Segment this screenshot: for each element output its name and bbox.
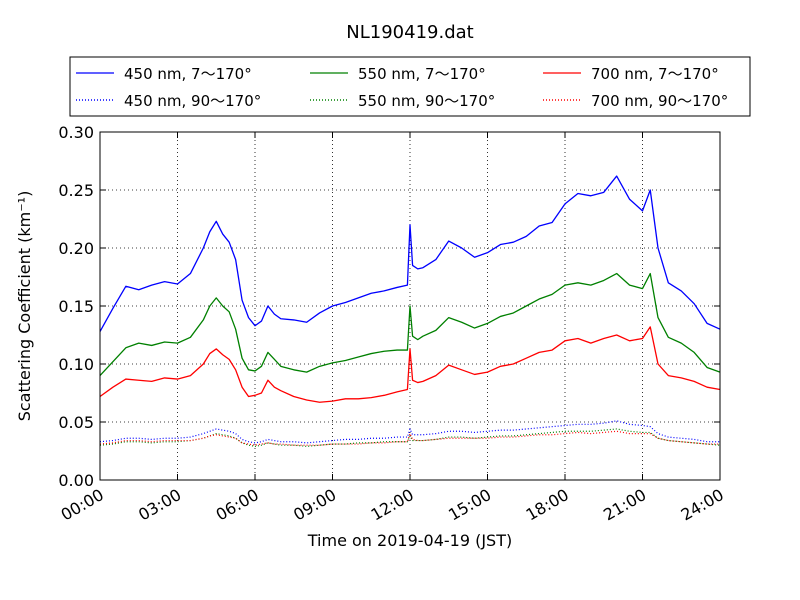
series-line-450-nm-dotted (99, 420, 720, 444)
y-tick-label: 0.05 (58, 413, 94, 432)
y-tick-label: 0.15 (58, 297, 94, 316)
legend: 450 nm, 7～170° 550 nm, 7～170° 700 nm, 7～17… (69, 56, 751, 117)
grid (100, 132, 720, 480)
series-line-550-nm-solid (99, 272, 721, 377)
x-tick-label: 12:00 (368, 485, 417, 525)
y-tick-label: 0.10 (58, 355, 94, 374)
series-line-700-nm-solid (99, 326, 721, 403)
y-tick-label: 0.30 (58, 123, 94, 142)
legend-label: 550 nm, 90～170° (358, 92, 495, 110)
x-tick-label: 18:00 (523, 485, 572, 525)
x-tick-label: 06:00 (213, 485, 262, 525)
y-axis-label: Scattering Coefficient (km⁻¹) (15, 191, 34, 422)
legend-frame (69, 56, 751, 117)
legend-label: 450 nm, 7～170° (124, 65, 252, 83)
chart-title: NL190419.dat (346, 22, 473, 43)
y-tick-label: 0.00 (58, 471, 94, 490)
x-tick-label: 03:00 (135, 485, 184, 525)
x-tick-label: 15:00 (445, 485, 494, 525)
y-tick-label: 0.25 (58, 181, 94, 200)
x-tick-label: 21:00 (600, 485, 649, 525)
ticks: 00:00 03:00 06:00 09:00 12:00 15:00 18:00 21:00… (58, 123, 727, 525)
legend-label: 450 nm, 90～170° (124, 92, 261, 110)
legend-label: 700 nm, 7～170° (591, 65, 719, 83)
x-tick-label: 24:00 (678, 485, 727, 525)
x-axis-label: Time on 2019-04-19 (JST) (307, 531, 512, 550)
x-tick-label: 00:00 (58, 485, 107, 525)
series-layer (99, 175, 721, 447)
series-line-550-nm-dotted (99, 428, 721, 447)
x-tick-label: 09:00 (290, 485, 339, 525)
legend-label: 550 nm, 7～170° (358, 65, 486, 83)
series-line-450-nm-solid (99, 175, 721, 332)
legend-label: 700 nm, 90～170° (591, 92, 728, 110)
y-tick-label: 0.20 (58, 239, 94, 258)
series-line-700-nm-dotted (99, 430, 720, 446)
